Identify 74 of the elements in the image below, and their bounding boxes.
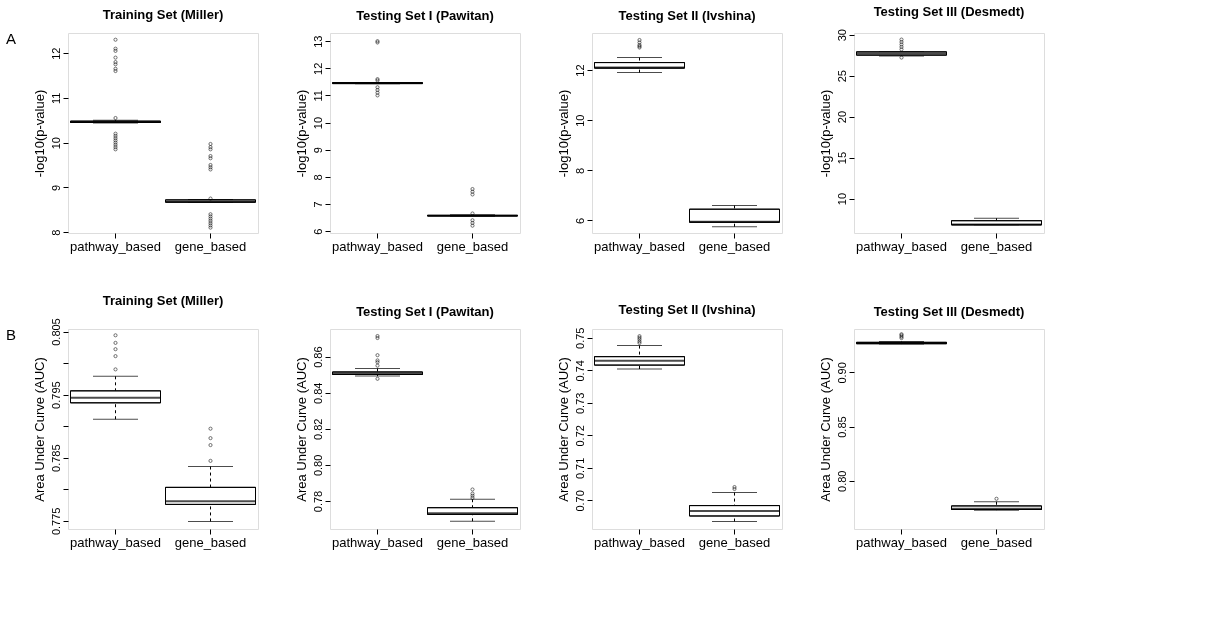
y-tick-label: 0.80 [311,454,324,477]
y-tick-label: 11 [311,90,324,102]
y-tick-label: 13 [311,35,324,48]
y-axis-title: Area Under Curve (AUC) [293,357,309,502]
y-tick-label: 0.70 [573,490,586,512]
y-tick-label: 8 [311,174,324,181]
x-tick-label: gene_based [174,534,247,550]
y-tick-label: 0.85 [835,416,848,438]
x-tick-label: pathway_based [331,534,424,550]
text: A [6,30,17,47]
y-tick-label: 0.90 [835,362,848,384]
x-tick-label: gene_based [174,238,247,254]
x-tick-label: pathway_based [593,534,686,550]
y-tick-label: 10 [311,116,324,130]
y-axis-title: -log10(p-value) [817,89,833,178]
y-tick-label: 11 [49,92,62,105]
y-tick-label: 9 [49,184,62,191]
x-tick-label: pathway_based [593,238,686,254]
y-tick-label: 0.795 [49,381,62,409]
x-tick-label: gene_based [960,534,1033,550]
y-tick-label: 0.75 [573,327,586,349]
x-tick-label: pathway_based [855,534,948,550]
y-tick-label: 0.785 [49,444,62,472]
y-tick-label: 30 [835,29,848,42]
y-tick-label: 15 [835,151,848,165]
chart-title: Testing Set I (Pawitan) [356,304,494,319]
x-tick-label: gene_based [698,238,771,254]
y-tick-label: 8 [573,167,586,174]
text: B [6,326,17,343]
x-tick-label: pathway_based [69,534,162,550]
y-tick-label: 10 [49,136,62,150]
y-tick-label: 0.86 [311,346,324,368]
y-tick-label: 0.805 [49,318,62,346]
chart-title: Testing Set I (Pawitan) [356,8,494,23]
chart-title: Testing Set III (Desmedt) [873,3,1025,19]
y-tick-label: 0.78 [311,490,324,513]
y-tick-label: 10 [835,192,848,206]
chart-title: Testing Set III (Desmedt) [873,304,1025,319]
y-axis-title: -log10(p-value) [31,89,47,178]
y-tick-label: 9 [311,147,324,154]
chart-title: Training Set (Miller) [102,292,224,308]
y-tick-label: 0.73 [573,392,586,415]
y-axis-title: Area Under Curve (AUC) [817,357,833,502]
x-tick-label: gene_based [436,238,509,254]
y-tick-label: 0.82 [311,418,324,441]
chart-title: Training Set (Miller) [102,7,224,22]
y-axis-title: -log10(p-value) [293,89,309,178]
y-tick-label: 0.84 [311,382,324,404]
y-tick-label: 8 [49,229,62,236]
chart-title: Testing Set II (Ivshina) [618,302,756,318]
chart-title: Testing Set II (Ivshina) [618,8,756,23]
y-tick-label: 12 [49,47,62,60]
y-tick-label: 0.80 [835,470,848,492]
x-tick-label: gene_based [698,534,771,550]
y-tick-label: 6 [573,217,586,225]
y-axis-title: Area Under Curve (AUC) [31,357,47,502]
y-tick-label: 25 [835,70,848,83]
y-tick-label: 0.72 [573,425,586,447]
y-axis-title: Area Under Curve (AUC) [555,357,571,502]
x-tick-label: gene_based [960,238,1033,254]
y-tick-label: 12 [573,64,586,77]
y-tick-label: 12 [311,62,324,75]
y-tick-label: 0.775 [49,507,62,536]
x-tick-label: pathway_based [855,238,948,254]
y-tick-label: 10 [573,114,586,127]
y-tick-label: 0.74 [573,360,586,382]
y-axis-title: -log10(p-value) [555,89,571,178]
x-tick-label: gene_based [436,534,509,550]
y-tick-label: 7 [311,201,324,208]
x-tick-label: pathway_based [69,238,162,254]
y-tick-label: 6 [311,228,324,235]
y-tick-label: 20 [835,110,848,124]
y-tick-label: 0.71 [573,457,586,480]
x-tick-label: pathway_based [331,238,424,254]
